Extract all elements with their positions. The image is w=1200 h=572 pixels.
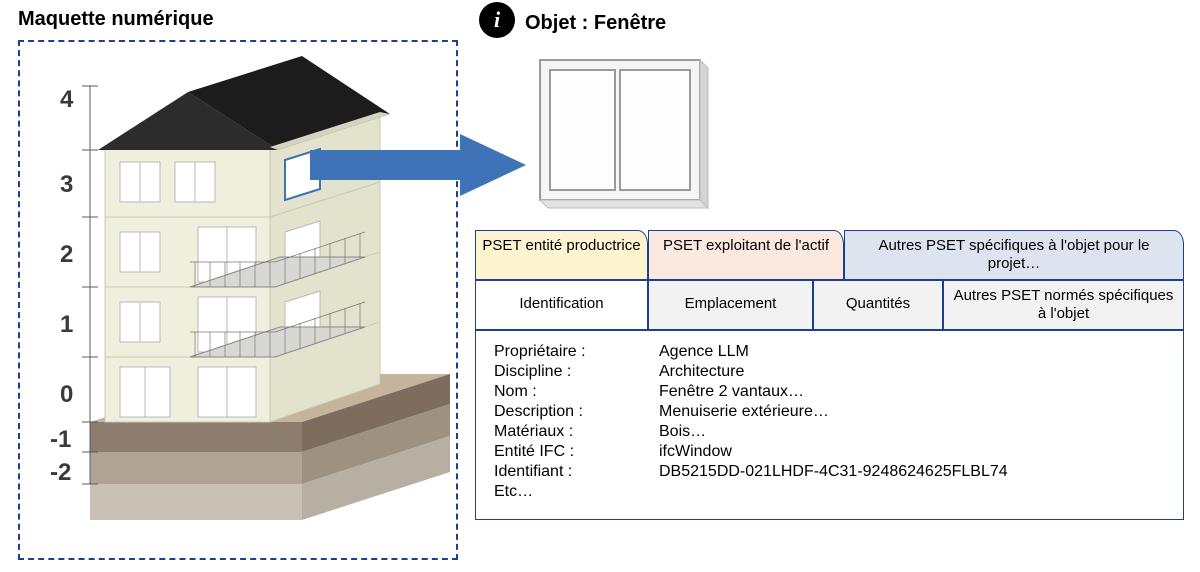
property-value: Menuiserie extérieure…: [659, 403, 1165, 421]
bim-model-frame: 4 3 2 1 0 -1 -2: [18, 40, 458, 560]
property-value: Agence LLM: [659, 343, 1165, 361]
property-value: DB5215DD-021LHDF-4C31-9248624625FLBL74: [659, 463, 1165, 481]
property-label: Matériaux :: [494, 423, 659, 441]
arrow-icon: [310, 130, 530, 200]
building-model-icon: 4 3 2 1 0 -1 -2: [20, 42, 456, 558]
property-row: Discipline :Architecture: [494, 363, 1165, 381]
property-label: Entité IFC :: [494, 443, 659, 461]
subtab-identification[interactable]: Identification: [475, 280, 648, 330]
property-value: ifcWindow: [659, 443, 1165, 461]
page-title-left: Maquette numérique: [18, 8, 214, 31]
pset-subtab-row: Identification Emplacement Quantités Aut…: [475, 280, 1185, 330]
subtab-other-normed[interactable]: Autres PSET normés spécifiques à l'objet: [943, 280, 1184, 330]
property-value: [659, 483, 1165, 501]
property-list: Propriétaire :Agence LLMDiscipline :Arch…: [475, 330, 1184, 520]
tab-pset-producer[interactable]: PSET entité productrice: [475, 230, 648, 280]
subtab-quantites[interactable]: Quantités: [813, 280, 943, 330]
property-row: Identifiant :DB5215DD-021LHDF-4C31-92486…: [494, 463, 1165, 481]
property-panel: PSET entité productrice PSET exploitant …: [475, 230, 1185, 520]
property-value: Fenêtre 2 vantaux…: [659, 383, 1165, 401]
tab-pset-operator[interactable]: PSET exploitant de l'actif: [648, 230, 844, 280]
property-row: Etc…: [494, 483, 1165, 501]
property-label: Etc…: [494, 483, 659, 501]
tab-pset-other-project[interactable]: Autres PSET spécifiques à l'objet pour l…: [844, 230, 1184, 280]
property-row: Propriétaire :Agence LLM: [494, 343, 1165, 361]
page-title-right: Objet : Fenêtre: [525, 12, 666, 35]
subtab-emplacement[interactable]: Emplacement: [648, 280, 813, 330]
property-row: Nom :Fenêtre 2 vantaux…: [494, 383, 1165, 401]
info-icon: i: [479, 2, 515, 38]
floor-label-m2: -2: [50, 459, 71, 486]
property-value: Architecture: [659, 363, 1165, 381]
floor-label-3: 3: [60, 171, 73, 198]
property-label: Propriétaire :: [494, 343, 659, 361]
pset-category-row: PSET entité productrice PSET exploitant …: [475, 230, 1185, 280]
floor-label-0: 0: [60, 381, 73, 408]
property-label: Description :: [494, 403, 659, 421]
floor-label-2: 2: [60, 241, 73, 268]
property-row: Matériaux :Bois…: [494, 423, 1165, 441]
property-label: Nom :: [494, 383, 659, 401]
floor-label-m1: -1: [50, 426, 71, 453]
window-object-icon: [530, 52, 710, 217]
property-value: Bois…: [659, 423, 1165, 441]
property-label: Identifiant :: [494, 463, 659, 481]
property-row: Description :Menuiserie extérieure…: [494, 403, 1165, 421]
property-row: Entité IFC :ifcWindow: [494, 443, 1165, 461]
property-label: Discipline :: [494, 363, 659, 381]
floor-label-4: 4: [60, 86, 74, 113]
floor-label-1: 1: [60, 311, 73, 338]
